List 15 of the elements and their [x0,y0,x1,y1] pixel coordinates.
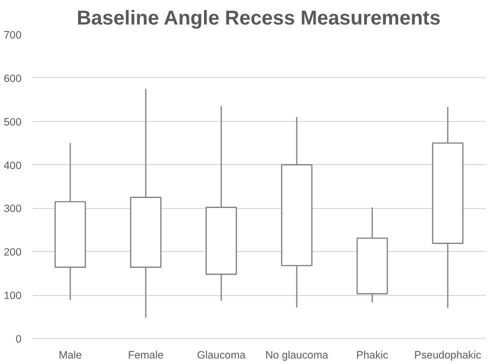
y-tick-label: 400 [4,160,22,172]
y-tick-label: 200 [4,246,22,259]
y-tick-label: 0 [16,334,22,346]
x-tick-label: Female [128,350,164,362]
y-tick-label: 700 [4,30,22,42]
x-tick-label: No glaucoma [265,350,328,362]
y-tick-label: 500 [4,116,22,128]
x-tick-label: Phakic [356,350,389,362]
chart-title: Baseline Angle Recess Measurements [76,8,441,30]
x-tick-label: Pseudophakic [414,350,482,362]
x-tick-label: Glaucoma [196,350,246,362]
y-tick-label: 300 [4,203,22,216]
y-tick-label: 100 [4,290,22,302]
x-tick-label: Male [58,350,82,362]
y-tick-label: 600 [4,72,22,85]
